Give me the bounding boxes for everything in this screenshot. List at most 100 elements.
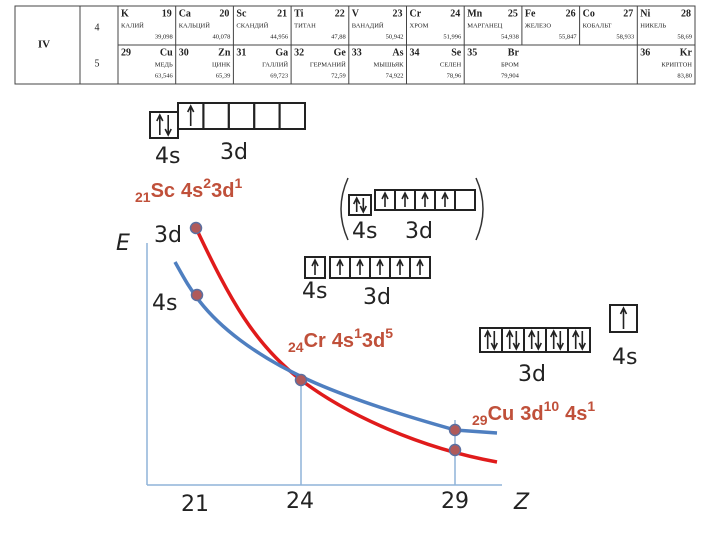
element-name: КАЛИЙ — [121, 21, 144, 29]
element-symbol: Cu — [160, 47, 173, 58]
points — [189, 221, 462, 457]
orbital-label: 4s — [155, 144, 180, 169]
config-text: 4s — [181, 180, 203, 202]
orbital-box — [409, 256, 431, 279]
element-name: ТИТАН — [294, 22, 316, 29]
orbital-box — [501, 327, 525, 353]
config-index: 2 — [203, 175, 211, 191]
bracket — [340, 177, 484, 241]
atomic-number: 22 — [335, 8, 345, 19]
element-symbol: Co — [583, 8, 595, 19]
atomic-mass: 65,39 — [216, 72, 231, 79]
atomic-number: 32 — [294, 47, 304, 58]
atomic-mass: 44,956 — [270, 33, 289, 40]
atomic-number: 24 — [450, 8, 460, 19]
orbital-label: 3d — [518, 362, 546, 387]
electron-configuration: 21Sc 4s23d1 — [135, 175, 242, 205]
atomic-number: 36 — [640, 47, 650, 58]
atomic-mass: 47,88 — [331, 33, 346, 40]
orbital-label: 4s — [352, 219, 377, 244]
element-symbol: V — [352, 8, 360, 19]
element-name: ВАНАДИЙ — [352, 21, 384, 29]
orbital-box — [278, 102, 307, 130]
element-name: МЕДЬ — [155, 61, 173, 68]
atomic-mass: 50,942 — [386, 33, 404, 40]
element-name: КРИПТОН — [661, 61, 692, 68]
element-symbol: Se — [451, 47, 462, 58]
orbital-box — [304, 256, 326, 279]
element-name: МЫШЬЯК — [373, 61, 404, 68]
element-name: ЖЕЛЕЗО — [525, 22, 551, 29]
atomic-mass: 40,078 — [213, 33, 231, 40]
atomic-mass: 63,546 — [155, 72, 174, 79]
orbital-box — [609, 304, 638, 333]
atomic-mass: 39,098 — [155, 33, 173, 40]
orbital-box — [567, 327, 591, 353]
atomic-mass: 58,69 — [677, 33, 692, 40]
electron-arrow — [396, 258, 404, 275]
atomic-number: 28 — [681, 8, 691, 19]
electron-arrow — [352, 196, 361, 212]
atomic-number: 31 — [236, 47, 246, 58]
config-index: 5 — [385, 325, 393, 341]
electron-configuration: 29Cu 3d10 4s1 — [472, 398, 595, 428]
element-name: ГАЛЛИЙ — [262, 60, 288, 68]
element-symbol: Fe — [525, 8, 536, 19]
electron-arrow — [619, 306, 628, 329]
config-text: 3d — [362, 330, 385, 352]
period-label: 5 — [95, 58, 100, 69]
config-index: 1 — [587, 398, 595, 414]
element-name: СЕЛЕН — [440, 61, 462, 68]
atomic-number: 25 — [508, 8, 518, 19]
config-text: 3d — [520, 403, 543, 425]
group-label: IV — [38, 39, 50, 51]
electron-arrow — [483, 329, 492, 349]
config-text: 4s — [332, 330, 354, 352]
orbital-label: 3d — [363, 285, 391, 310]
electron-arrow — [401, 191, 409, 207]
element-name: СКАНДИЙ — [236, 21, 268, 29]
element-symbol: K — [121, 8, 129, 19]
element-symbol: Mn — [467, 8, 482, 19]
electron-arrow — [336, 258, 344, 275]
curve-label: 3d — [154, 223, 182, 248]
orbital-box — [227, 102, 256, 130]
config-text: Sc — [151, 180, 175, 202]
atomic-mass: 79,904 — [501, 72, 520, 79]
atomic-number: 19 — [162, 8, 172, 19]
curve-label: 4s — [152, 291, 177, 316]
orbital-box — [253, 102, 281, 130]
atomic-number: 29 — [121, 47, 131, 58]
electron-arrow — [164, 115, 172, 137]
electron-arrow — [416, 258, 424, 275]
electron-arrow — [571, 329, 580, 349]
atomic-mass: 69,723 — [270, 72, 288, 79]
element-name: НИКЕЛЬ — [640, 22, 666, 29]
axis-label-z: Z — [513, 490, 530, 515]
electron-arrow — [359, 198, 368, 214]
orbital-label: 3d — [220, 140, 248, 165]
atomic-number: 27 — [623, 8, 633, 19]
electron-arrow — [534, 331, 543, 351]
electron-arrow — [376, 258, 384, 275]
atomic-mass: 72,59 — [331, 72, 346, 79]
config-text: 3d — [211, 180, 234, 202]
atomic-number: 21 — [277, 8, 287, 19]
atomic-number: 23 — [393, 8, 403, 19]
period-label: 4 — [95, 22, 100, 33]
atomic-number: 33 — [352, 47, 362, 58]
config-index: 1 — [354, 325, 362, 341]
orbital-box — [149, 111, 179, 139]
atomic-number: 26 — [566, 8, 576, 19]
element-name: ЦИНК — [212, 61, 231, 68]
electron-arrow — [381, 191, 389, 207]
orbital-box — [523, 327, 547, 353]
element-name: КОБАЛЬТ — [583, 22, 612, 29]
config-index: 29 — [472, 412, 488, 428]
config-index: 10 — [544, 398, 560, 414]
atomic-mass: 58,933 — [616, 33, 634, 40]
element-symbol: Kr — [680, 47, 693, 58]
electron-arrow — [156, 113, 164, 135]
element-symbol: Ga — [275, 47, 288, 58]
orbital-box — [479, 327, 503, 353]
